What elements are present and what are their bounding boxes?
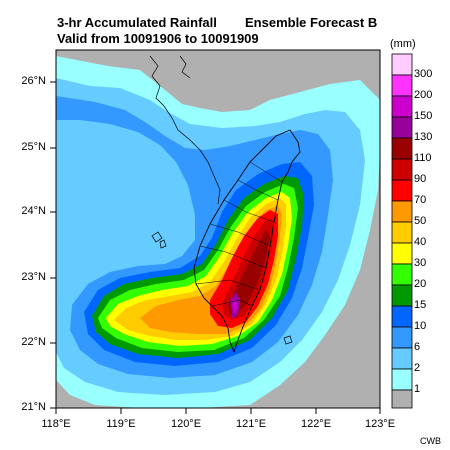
legend-swatch xyxy=(391,242,413,265)
legend-label: 130 xyxy=(414,131,433,143)
credit-cwb: CWB xyxy=(420,436,441,446)
map-frame xyxy=(55,49,381,409)
lat-label-26: 26°N xyxy=(21,75,46,87)
map-plot-area xyxy=(56,50,380,408)
title-right: Ensemble Forecast B xyxy=(245,15,378,30)
legend-swatch xyxy=(391,74,413,97)
mainland-coastline xyxy=(149,55,221,205)
legend-swatch xyxy=(391,389,413,409)
legend-label: 200 xyxy=(414,89,433,101)
lon-label-120: 120°E xyxy=(170,418,202,430)
legend-label: 2 xyxy=(414,362,421,374)
title-line-2: Valid from 10091906 to 10091909 xyxy=(57,31,259,46)
legend-label: 30 xyxy=(414,257,427,269)
legend-swatch xyxy=(391,305,413,328)
legend-label: 6 xyxy=(414,341,421,353)
legend-label: 90 xyxy=(414,173,427,185)
legend-swatch xyxy=(391,368,413,391)
lanyu-island xyxy=(283,335,293,345)
legend-swatch xyxy=(391,284,413,307)
legend-label: 150 xyxy=(414,110,433,122)
legend-label: 1 xyxy=(414,383,421,395)
legend-label: 70 xyxy=(414,194,427,206)
legend-swatch xyxy=(391,158,413,181)
legend-swatch xyxy=(391,179,413,202)
lat-label-22: 22°N xyxy=(21,336,46,348)
taiwan-coastline xyxy=(193,129,301,354)
lon-label-118: 118°E xyxy=(41,418,71,430)
lon-label-119: 119°E xyxy=(106,418,136,430)
lat-label-24: 24°N xyxy=(21,205,46,217)
legend-label: 15 xyxy=(414,299,427,311)
lat-label-21: 21°N xyxy=(21,401,46,413)
legend-label: 20 xyxy=(414,278,427,290)
penghu-islands xyxy=(151,231,167,249)
lat-label-23: 23°N xyxy=(21,271,46,283)
legend-swatch xyxy=(391,137,413,160)
legend-swatch xyxy=(391,263,413,286)
rain-150mm-area xyxy=(232,298,238,314)
legend-colorbar xyxy=(391,53,413,409)
legend-swatch xyxy=(391,326,413,349)
lon-label-123: 123°E xyxy=(364,418,396,430)
legend-swatch xyxy=(391,347,413,370)
title-line-1: 3-hr Accumulated Rainfall xyxy=(57,15,217,30)
axis-ticks xyxy=(50,81,381,414)
lon-label-121: 121°E xyxy=(235,418,267,430)
legend-label: 10 xyxy=(414,320,427,332)
legend-label: 50 xyxy=(414,215,427,227)
lat-label-25: 25°N xyxy=(21,141,46,153)
legend-label: 300 xyxy=(414,68,433,80)
legend-swatch xyxy=(391,221,413,244)
rain-110mm-area xyxy=(228,230,270,314)
legend-swatch xyxy=(391,53,413,76)
legend-label: 40 xyxy=(414,236,427,248)
legend-swatch xyxy=(391,116,413,139)
county-boundaries xyxy=(195,161,283,307)
legend-swatch xyxy=(391,200,413,223)
legend-swatch xyxy=(391,95,413,118)
legend-unit: (mm) xyxy=(390,38,416,50)
lon-label-122: 122°E xyxy=(300,418,332,430)
legend-label: 110 xyxy=(414,152,432,164)
